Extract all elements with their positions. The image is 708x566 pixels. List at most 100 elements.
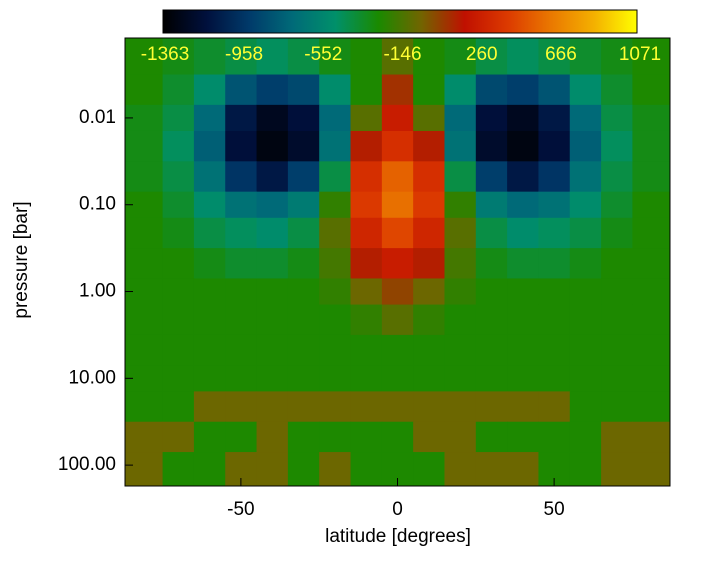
- contour-cell: [287, 304, 320, 336]
- contour-cell: [256, 334, 289, 366]
- contour-cell: [381, 421, 414, 453]
- contour-cell: [125, 130, 164, 162]
- contour-cell: [225, 38, 258, 76]
- contour-cell: [287, 248, 320, 279]
- contour-cell: [601, 161, 633, 193]
- contour-cell: [507, 38, 539, 76]
- contour-cell: [381, 130, 414, 162]
- contour-cell: [225, 104, 258, 132]
- contour-cell: [601, 38, 633, 76]
- contour-cell: [601, 452, 633, 487]
- contour-cell: [381, 304, 414, 336]
- contour-cell: [444, 452, 477, 487]
- contour-cell: [444, 191, 477, 219]
- contour-cell: [256, 452, 289, 487]
- y-axis-title: pressure [bar]: [11, 201, 32, 318]
- contour-cell: [632, 334, 671, 366]
- contour-cell: [225, 248, 258, 279]
- contour-cell: [601, 217, 633, 249]
- contour-cell: [287, 38, 320, 76]
- contour-cell: [632, 278, 671, 306]
- contour-cell: [601, 421, 633, 453]
- contour-cell: [319, 74, 352, 106]
- contour-cell: [601, 104, 633, 132]
- contour-field: [125, 38, 671, 487]
- x-tick-label: 0: [392, 499, 403, 520]
- contour-cell: [225, 421, 258, 453]
- contour-cell: [162, 334, 195, 366]
- contour-cell: [413, 104, 445, 132]
- contour-cell: [225, 304, 258, 336]
- contour-cell: [601, 191, 633, 219]
- contour-cell: [538, 217, 571, 249]
- contour-cell: [256, 38, 289, 76]
- contour-cell: [350, 248, 383, 279]
- contour-cell: [444, 248, 477, 279]
- contour-cell: [319, 248, 352, 279]
- contour-cell: [319, 452, 352, 487]
- contour-cell: [225, 130, 258, 162]
- contour-cell: [475, 365, 508, 392]
- contour-cell: [319, 365, 352, 392]
- contour-cell: [319, 278, 352, 306]
- y-tick-label: 100.00: [58, 454, 116, 475]
- contour-cell: [256, 104, 289, 132]
- contour-cell: [507, 452, 539, 487]
- contour-cell: [319, 38, 352, 76]
- contour-cell: [569, 217, 602, 249]
- contour-cell: [125, 161, 164, 193]
- contour-cell: [381, 217, 414, 249]
- contour-cell: [350, 104, 383, 132]
- contour-cell: [413, 334, 445, 366]
- contour-cell: [381, 248, 414, 279]
- contour-cell: [569, 365, 602, 392]
- colorbar-tick-label: 666: [545, 44, 577, 65]
- contour-cell: [381, 334, 414, 366]
- contour-cell: [538, 74, 571, 106]
- contour-cell: [193, 334, 226, 366]
- contour-cell: [632, 421, 671, 453]
- contour-cell: [381, 74, 414, 106]
- contour-cell: [162, 38, 195, 76]
- contour-cell: [569, 248, 602, 279]
- contour-cell: [475, 74, 508, 106]
- contour-cell: [475, 278, 508, 306]
- colorbar-tick-label: -146: [383, 44, 421, 65]
- contour-cell: [538, 130, 571, 162]
- x-axis-title: latitude [degrees]: [325, 526, 471, 547]
- contour-cell: [162, 452, 195, 487]
- contour-cell: [601, 278, 633, 306]
- x-tick-label: 50: [544, 499, 565, 520]
- contour-cell: [319, 104, 352, 132]
- contour-cell: [507, 217, 539, 249]
- contour-cell: [475, 104, 508, 132]
- contour-cell: [287, 104, 320, 132]
- contour-cell: [350, 304, 383, 336]
- contour-cell: [125, 334, 164, 366]
- contour-cell: [125, 74, 164, 106]
- contour-cell: [413, 391, 445, 423]
- contour-cell: [601, 74, 633, 106]
- contour-cell: [350, 391, 383, 423]
- contour-cell: [507, 130, 539, 162]
- contour-cell: [632, 217, 671, 249]
- contour-cell: [287, 278, 320, 306]
- contour-cell: [475, 38, 508, 76]
- contour-cell: [381, 391, 414, 423]
- contour-cell: [350, 74, 383, 106]
- contour-cell: [413, 278, 445, 306]
- contour-cell: [381, 365, 414, 392]
- contour-cell: [287, 74, 320, 106]
- contour-cell: [350, 421, 383, 453]
- contour-cell: [162, 421, 195, 453]
- contour-cell: [381, 191, 414, 219]
- contour-cell: [601, 248, 633, 279]
- contour-cell: [538, 334, 571, 366]
- contour-cell: [162, 248, 195, 279]
- contour-cell: [256, 191, 289, 219]
- contour-cell: [381, 161, 414, 193]
- contour-cell: [413, 161, 445, 193]
- contour-cell: [162, 191, 195, 219]
- contour-cell: [413, 38, 445, 76]
- contour-cell: [632, 365, 671, 392]
